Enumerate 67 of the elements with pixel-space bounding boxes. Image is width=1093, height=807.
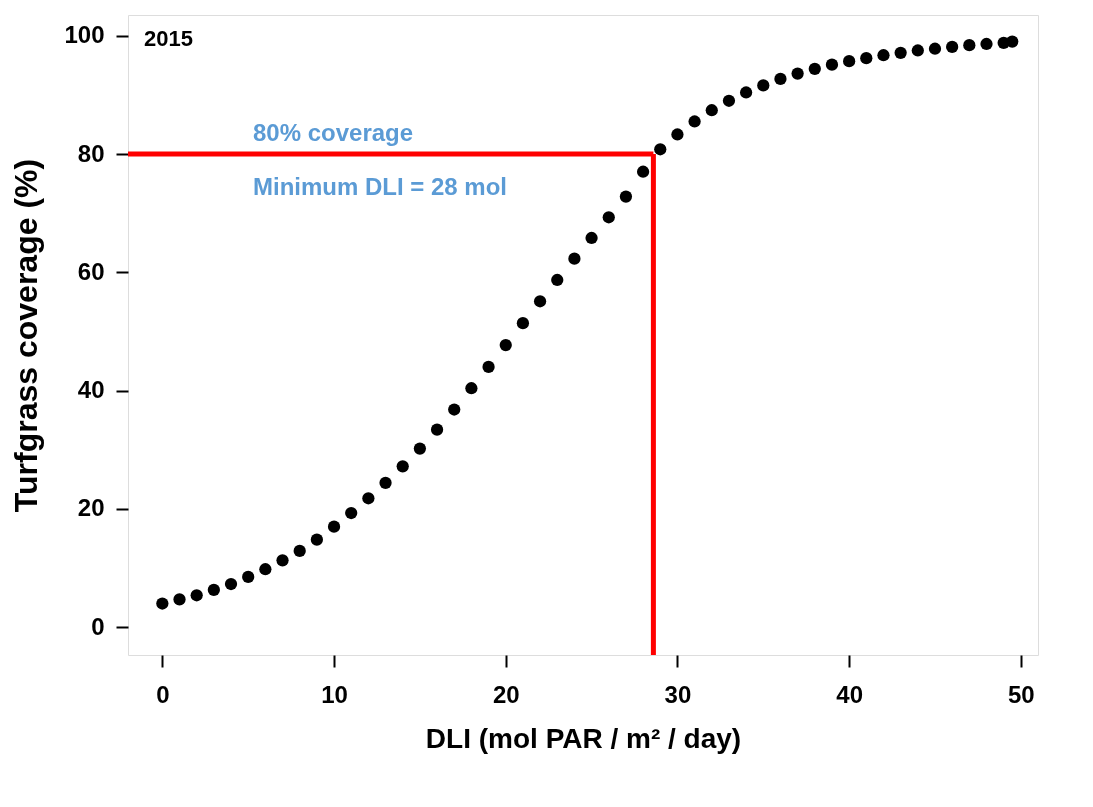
point (774, 72, 787, 85)
point (963, 39, 976, 52)
y-axis-title: Turfgrass coverage (%) (8, 158, 45, 513)
point (173, 593, 186, 606)
point (894, 46, 907, 59)
point (327, 520, 341, 533)
point (516, 317, 530, 330)
point (207, 583, 220, 597)
annotation: 80% coverage (253, 119, 414, 146)
point (396, 460, 409, 473)
point (362, 492, 375, 505)
point (636, 165, 650, 178)
point (1006, 35, 1019, 48)
y-tick-label: 60 (77, 257, 105, 285)
point (946, 40, 959, 54)
point (602, 211, 615, 224)
x-axis-title: DLI (mol PAR / m² / day) (425, 722, 742, 754)
point (791, 67, 804, 80)
point (259, 563, 272, 576)
point (825, 58, 839, 71)
x-tick-label: 0 (156, 680, 170, 708)
point (739, 86, 753, 99)
point (499, 338, 512, 352)
y-tick-label: 100 (64, 21, 105, 49)
point (654, 143, 667, 156)
x-tick-label: 20 (492, 680, 520, 708)
point (860, 52, 873, 65)
point (379, 476, 392, 489)
point (156, 597, 169, 610)
point (980, 37, 993, 51)
x-tick-label: 40 (836, 680, 863, 708)
point (671, 128, 684, 141)
point (413, 442, 427, 455)
point (551, 273, 564, 287)
x-tick-label: 10 (321, 680, 348, 708)
point (190, 589, 203, 602)
point (757, 79, 770, 92)
point (877, 49, 890, 62)
annotation: Minimum DLI = 28 mol (253, 173, 508, 200)
point (430, 423, 444, 436)
annotation: 2015 (144, 26, 193, 51)
point (276, 554, 289, 567)
x-tick-label: 30 (664, 680, 692, 708)
y-tick-label: 40 (77, 376, 105, 404)
point (465, 382, 478, 395)
point (568, 252, 581, 265)
point (619, 190, 633, 203)
point (808, 62, 821, 75)
y-tick-label: 20 (77, 494, 105, 522)
point (293, 544, 306, 558)
point (585, 231, 598, 245)
point (843, 55, 856, 68)
point (310, 533, 323, 546)
point (911, 44, 924, 57)
point (224, 577, 238, 591)
point (482, 360, 495, 374)
point (242, 570, 255, 584)
x-tick-label: 50 (1007, 680, 1035, 708)
point (722, 94, 736, 107)
point (448, 403, 461, 416)
point (688, 115, 701, 128)
point (533, 295, 547, 308)
point (705, 104, 718, 117)
y-tick-label: 80 (77, 139, 105, 167)
y-tick-label: 0 (91, 612, 105, 640)
point (928, 42, 942, 55)
point (345, 506, 358, 520)
